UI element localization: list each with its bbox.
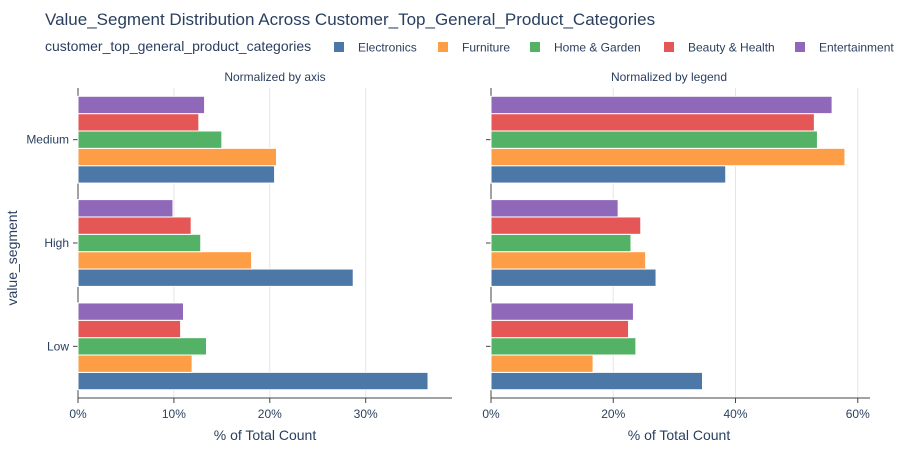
bar-furniture-medium[interactable]: [490, 147, 846, 167]
y-tick-label: Low: [47, 339, 69, 353]
x-tick-label: 0%: [69, 407, 87, 421]
legend-item-electronics[interactable]: Electronics: [334, 41, 417, 55]
legend-swatch: [795, 42, 805, 52]
panel-normalized-by-axis: Normalized by axis % of Total Count 0% 10…: [26, 70, 452, 443]
bar-home-garden-high[interactable]: [77, 233, 202, 253]
y-tick-label: Medium: [26, 133, 69, 147]
bar-entertainment-medium[interactable]: [490, 95, 833, 115]
bar-electronics-medium[interactable]: [77, 165, 276, 184]
bar-furniture-low[interactable]: [77, 354, 193, 373]
bar-electronics-high[interactable]: [490, 268, 657, 287]
legend-item-home-garden[interactable]: Home & Garden: [530, 41, 641, 55]
bar-home-garden-low[interactable]: [490, 337, 637, 356]
legend: customer_top_general_product_categories …: [45, 38, 894, 55]
bar-electronics-medium[interactable]: [490, 165, 727, 184]
bar-beauty-health-high[interactable]: [77, 216, 192, 235]
bar-beauty-health-low[interactable]: [490, 319, 630, 339]
legend-item-furniture[interactable]: Furniture: [438, 41, 510, 55]
panel-subtitle: Normalized by axis: [224, 70, 325, 84]
x-tick-label: 20%: [601, 407, 625, 421]
bar-electronics-low[interactable]: [77, 371, 429, 391]
bar-home-garden-medium[interactable]: [77, 130, 223, 149]
bar-electronics-low[interactable]: [490, 371, 704, 391]
bar-beauty-health-low[interactable]: [77, 319, 182, 339]
bar-furniture-high[interactable]: [490, 251, 647, 270]
legend-swatch: [530, 42, 540, 52]
legend-swatch: [334, 42, 344, 52]
legend-label: Beauty & Health: [688, 41, 775, 55]
bar-entertainment-low[interactable]: [490, 302, 634, 321]
bar-entertainment-high[interactable]: [490, 199, 619, 218]
x-tick-label: 0%: [482, 407, 500, 421]
legend-label: Entertainment: [819, 41, 894, 55]
bar-home-garden-high[interactable]: [490, 233, 632, 253]
legend-title: customer_top_general_product_categories: [45, 38, 311, 54]
bar-beauty-health-high[interactable]: [490, 216, 642, 235]
legend-swatch: [664, 42, 674, 52]
legend-label: Home & Garden: [554, 41, 641, 55]
x-axis-label: % of Total Count: [628, 427, 731, 443]
bar-home-garden-medium[interactable]: [490, 130, 818, 149]
bar-furniture-medium[interactable]: [77, 147, 278, 167]
bar-furniture-high[interactable]: [77, 251, 253, 270]
legend-label: Electronics: [358, 41, 417, 55]
x-tick-label: 20%: [258, 407, 282, 421]
legend-items: Electronics Furniture Home & Garden Beauty …: [334, 41, 894, 55]
x-tick-label: 30%: [354, 407, 378, 421]
y-axis-label: value_segment: [4, 210, 20, 305]
bar-furniture-low[interactable]: [490, 354, 594, 373]
bar-beauty-health-medium[interactable]: [77, 113, 200, 132]
chart-title: Value_Segment Distribution Across Custom…: [45, 10, 655, 29]
legend-label: Furniture: [462, 41, 510, 55]
bar-entertainment-high[interactable]: [77, 199, 174, 218]
x-tick-label: 10%: [162, 407, 186, 421]
x-tick-label: 40%: [724, 407, 748, 421]
legend-item-entertainment[interactable]: Entertainment: [795, 41, 894, 55]
x-axis-label: % of Total Count: [214, 427, 317, 443]
bar-entertainment-low[interactable]: [77, 302, 184, 321]
bar-electronics-high[interactable]: [77, 268, 354, 287]
legend-swatch: [438, 42, 448, 52]
legend-item-beauty-health[interactable]: Beauty & Health: [664, 41, 775, 55]
y-tick-label: High: [44, 236, 69, 250]
panel-subtitle: Normalized by legend: [611, 70, 727, 84]
bar-entertainment-medium[interactable]: [77, 95, 206, 115]
bar-beauty-health-medium[interactable]: [490, 113, 815, 132]
bar-home-garden-low[interactable]: [77, 337, 208, 356]
panel-normalized-by-legend: Normalized by legend % of Total Count 0%…: [482, 70, 870, 443]
x-tick-label: 60%: [846, 407, 870, 421]
